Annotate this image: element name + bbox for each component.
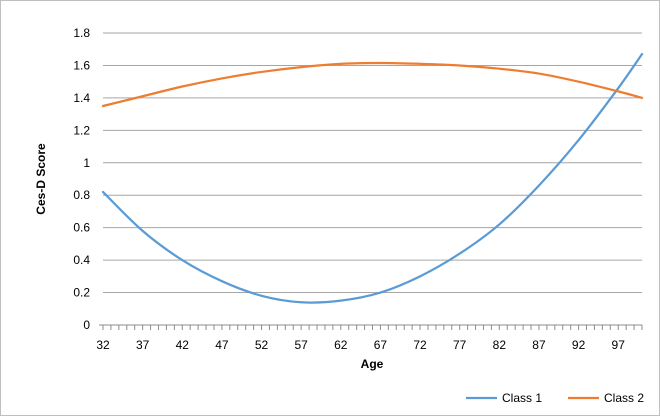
x-tick-label: 32 [96,338,110,352]
legend: Class 1 Class 2 [466,391,644,405]
y-tick-label: 0 [83,318,90,332]
x-tick-label: 67 [374,338,388,352]
series-line-2 [103,63,642,106]
x-tick-label: 47 [215,338,229,352]
series-lines [103,54,642,303]
legend-label-1: Class 1 [502,391,542,405]
y-axis-title: Ces-D Score [34,143,48,215]
y-tick-label: 0.2 [73,286,90,300]
x-tick-label: 62 [334,338,348,352]
x-tick-label: 37 [136,338,150,352]
legend-label-2: Class 2 [604,391,644,405]
y-tick-label: 0.8 [73,188,90,202]
y-tick-label: 0.6 [73,221,90,235]
y-axis-ticks: 0 0.2 0.4 0.6 0.8 1 1.2 1.4 1.6 1.8 [73,26,90,332]
y-tick-label: 1.6 [73,58,90,72]
x-axis-title: Age [361,357,384,371]
x-tick-label: 72 [413,338,427,352]
gridlines [103,33,642,293]
y-tick-label: 1.2 [73,123,90,137]
x-tick-label: 87 [532,338,546,352]
y-tick-label: 0.4 [73,253,90,267]
x-tick-label: 42 [176,338,190,352]
x-tick-label: 92 [572,338,586,352]
x-axis: 32 37 42 47 52 57 62 67 72 77 82 87 92 97 [96,325,642,352]
x-tick-label: 52 [255,338,269,352]
y-tick-label: 1 [83,156,90,170]
x-tick-label: 57 [294,338,308,352]
series-line-1 [103,54,642,303]
x-tick-label: 77 [453,338,467,352]
y-tick-label: 1.8 [73,26,90,40]
x-tick-label: 97 [612,338,626,352]
x-tick-label: 82 [493,338,507,352]
y-tick-label: 1.4 [73,91,90,105]
